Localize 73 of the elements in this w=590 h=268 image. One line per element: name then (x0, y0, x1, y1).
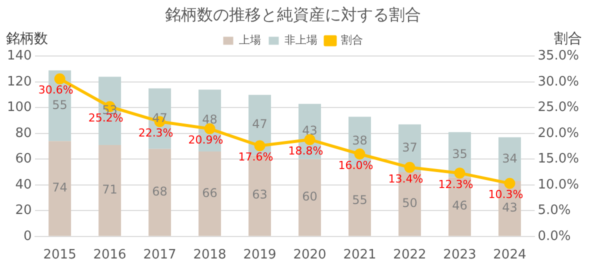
data-label: 55 (52, 98, 68, 112)
data-label: 43 (502, 200, 518, 215)
data-label: 46 (452, 198, 468, 213)
data-label: 10.3% (488, 188, 524, 202)
y-tick-label: 40 (15, 177, 32, 192)
point (54, 73, 66, 84)
legend-label: 上場 (238, 34, 261, 47)
bar (148, 148, 172, 236)
bar (298, 159, 321, 236)
data-label: 47 (252, 117, 268, 132)
legend-label: 非上場 (284, 34, 318, 47)
y2-tick-label: 5.0% (538, 203, 571, 218)
y2-tick-label: 15.0% (538, 152, 580, 167)
data-label: 43 (302, 124, 318, 138)
legend-label: 割合 (340, 34, 363, 47)
data-label: 63 (252, 188, 268, 202)
data-label: 34 (502, 151, 518, 166)
data-label: 37 (402, 140, 418, 154)
y-tick-label: 80 (15, 126, 32, 141)
data-label: 22.3% (138, 126, 174, 140)
x-tick-label: 2018 (193, 248, 226, 263)
y-tick-label: 20 (15, 203, 32, 218)
y2-tick-label: 30.0% (538, 74, 580, 90)
x-tick-label: 2020 (293, 248, 326, 263)
y2-tick-label: 20.0% (538, 126, 580, 141)
bar (98, 145, 122, 236)
data-label: 38 (352, 133, 368, 148)
data-label: 30.6% (38, 84, 74, 97)
x-tick-label: 2021 (343, 248, 376, 263)
y-tick-label: 120 (6, 74, 32, 90)
data-label: 16.0% (338, 158, 374, 172)
data-label: 18.8% (288, 144, 324, 158)
y2-tick-label: 35.0% (538, 48, 580, 64)
y-axis-title: 銘柄数 (6, 30, 48, 47)
y-tick-label: 100 (6, 100, 32, 116)
x-tick-label: 2022 (393, 248, 426, 263)
data-label: 55 (352, 192, 368, 207)
point (454, 168, 466, 179)
y-tick-label: 140 (6, 48, 32, 64)
x-tick-label: 2015 (43, 248, 76, 263)
data-label: 50 (402, 196, 418, 210)
y2-tick-label: 0.0% (538, 228, 571, 244)
data-label: 12.3% (438, 178, 474, 191)
data-label: 60 (302, 190, 318, 204)
point (404, 162, 416, 173)
point (354, 148, 366, 160)
point (504, 178, 516, 189)
y-tick-label: 0 (24, 228, 32, 244)
point (204, 123, 216, 134)
chart-title: 銘柄数の推移と純資産に対する割合 (165, 4, 421, 24)
point (254, 140, 266, 152)
data-label: 48 (202, 112, 218, 127)
x-tick-label: 2024 (493, 248, 526, 263)
x-tick-label: 2019 (243, 248, 276, 263)
x-tick-label: 2023 (443, 248, 476, 263)
data-label: 35 (452, 146, 468, 161)
x-tick-label: 2016 (93, 248, 126, 263)
bar (198, 151, 222, 236)
bar (498, 137, 521, 182)
data-label: 74 (52, 180, 68, 195)
x-tick-label: 2017 (143, 248, 176, 263)
bar (48, 141, 72, 236)
data-label: 68 (152, 184, 168, 199)
y-tick-label: 60 (15, 152, 32, 167)
data-label: 13.4% (388, 172, 424, 186)
data-label: 66 (202, 186, 218, 200)
data-label: 71 (102, 182, 118, 197)
y2-axis-title: 割合 (554, 30, 582, 47)
point (304, 134, 316, 146)
data-label: 20.9% (188, 134, 224, 147)
y2-tick-label: 25.0% (538, 100, 580, 116)
data-label: 17.6% (238, 150, 274, 164)
y2-tick-label: 10.0% (538, 177, 580, 192)
